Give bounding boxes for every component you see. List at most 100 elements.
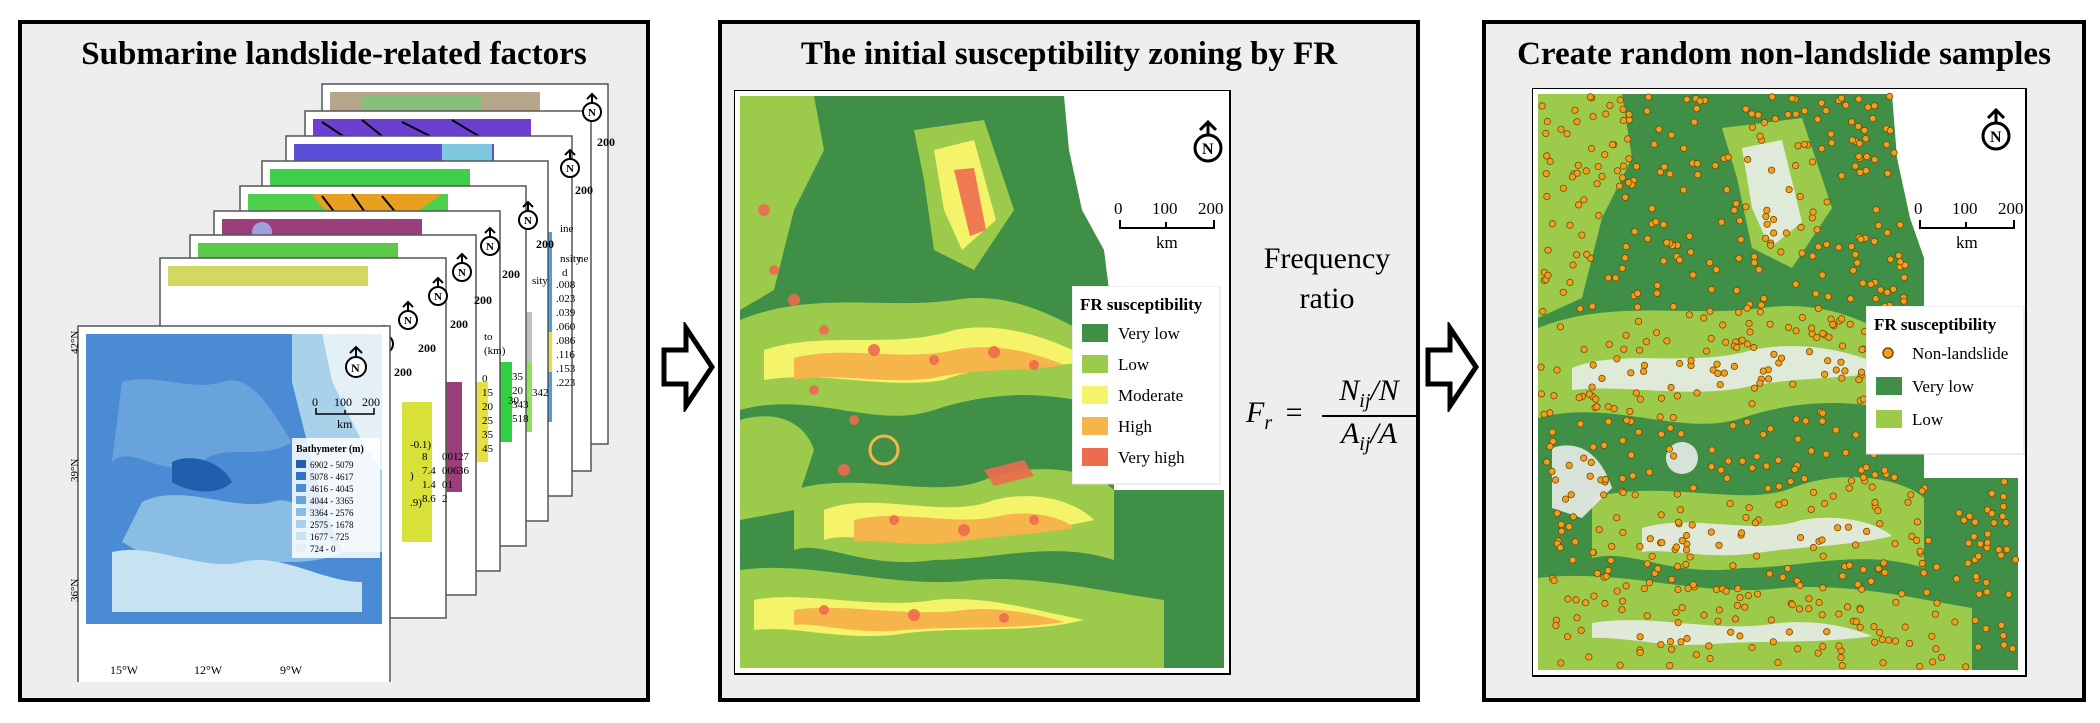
non-landslide-point: [1571, 538, 1579, 546]
scale-bar: 0 100 200 km: [1114, 199, 1224, 252]
front-bathymetry-map: 42°N 39°N 36°N 15°W 12°W 9°W N 0 100 200…: [69, 325, 391, 682]
stack-fragment: 518: [512, 413, 529, 425]
svg-text:N: N: [351, 361, 360, 375]
non-landslide-point: [1895, 252, 1903, 260]
non-landslide-point: [1586, 472, 1594, 480]
stack-scale-label: 200: [502, 267, 520, 281]
non-landslide-point: [1999, 512, 2007, 520]
non-landslide-point: [1822, 107, 1830, 115]
non-landslide-point: [1737, 235, 1745, 244]
non-landslide-point: [1672, 608, 1680, 617]
non-landslide-point: [1819, 409, 1827, 417]
non-landslide-point: [1824, 357, 1832, 365]
legend-label: Non-landslide: [1912, 344, 2008, 363]
non-landslide-point: [1632, 389, 1640, 397]
non-landslide-point: [1743, 418, 1751, 426]
non-landslide-point: [1796, 581, 1804, 590]
non-landslide-point: [1767, 616, 1775, 624]
legend-swatch: [296, 496, 306, 504]
svg-text:km: km: [1956, 233, 1978, 252]
non-landslide-point: [1594, 163, 1602, 171]
non-landslide-point: [1855, 152, 1863, 161]
non-landslide-point: [1713, 360, 1721, 368]
non-landslide-point: [1660, 163, 1668, 171]
legend-swatch: [296, 460, 306, 468]
non-landslide-point: [1672, 543, 1680, 551]
non-landslide-point: [1812, 290, 1820, 298]
panel-samples: Create random non-landslide samples N 0 …: [1482, 20, 2086, 702]
non-landslide-point: [1780, 498, 1789, 507]
non-landslide-point: [1601, 475, 1610, 483]
non-landslide-point: [1722, 338, 1730, 346]
non-landslide-point: [1685, 232, 1693, 240]
non-landslide-point: [1679, 186, 1688, 194]
non-landslide-point: [1714, 369, 1722, 377]
non-landslide-point: [2003, 545, 2011, 554]
non-landslide-point: [1742, 203, 1750, 211]
non-landslide-point: [1824, 293, 1832, 301]
non-landslide-point: [1644, 93, 1653, 101]
non-landslide-point: [1627, 369, 1635, 377]
stack-scale-label: 200: [394, 365, 412, 379]
non-landslide-point: [1820, 499, 1829, 508]
non-landslide-point: [1857, 235, 1865, 243]
non-landslide-point: [1621, 193, 1629, 201]
svg-text:100: 100: [334, 395, 352, 409]
non-landslide-point: [1736, 217, 1744, 225]
non-landslide-point: [1589, 548, 1597, 556]
non-landslide-point: [2011, 555, 2020, 564]
non-landslide-point: [1736, 593, 1744, 602]
non-landslide-point: [1604, 417, 1613, 426]
non-landslide-point: [1685, 311, 1693, 319]
non-landslide-point: [1837, 358, 1845, 366]
non-landslide-point: [1862, 167, 1870, 175]
non-landslide-point: [1543, 458, 1551, 466]
non-landslide-point: [1937, 653, 1946, 662]
formula-label-line1: Frequency: [1263, 242, 1391, 275]
non-landslide-point: [1784, 564, 1792, 573]
non-landslide-point: [1707, 528, 1715, 536]
legend-swatch: [296, 508, 306, 516]
non-landslide-point: [1634, 317, 1643, 325]
non-landslide-point: [1569, 261, 1577, 269]
non-landslide-point: [1748, 400, 1756, 408]
non-landslide-point: [1798, 249, 1806, 257]
non-landslide-point: [1678, 604, 1686, 612]
non-landslide-point: [1793, 645, 1802, 653]
non-landslide-point: [1607, 556, 1615, 564]
non-landslide-point: [1838, 172, 1846, 180]
samples-legend: FR susceptibility Non-landslide Very low L…: [1866, 306, 2025, 455]
non-landslide-point: [1928, 632, 1936, 640]
svg-text:N: N: [486, 241, 494, 253]
non-landslide-point: [1753, 452, 1761, 461]
non-landslide-point: [1669, 303, 1678, 311]
non-landslide-point: [1619, 488, 1627, 497]
non-landslide-point: [1760, 294, 1768, 302]
non-landslide-point: [1537, 363, 1545, 371]
non-landslide-point: [1687, 248, 1695, 256]
non-landslide-point: [1580, 345, 1588, 354]
non-landslide-point: [1870, 237, 1878, 245]
stack-fragment: 342: [532, 387, 549, 399]
non-landslide-point: [1883, 229, 1891, 237]
non-landslide-point: [1988, 489, 1996, 497]
non-landslide-point: [1889, 285, 1897, 293]
non-landslide-point: [1970, 533, 1978, 541]
non-landslide-point: [1586, 93, 1595, 101]
non-landslide-point: [1736, 632, 1744, 640]
non-landslide-point: [1814, 304, 1822, 312]
non-landslide-point: [1774, 658, 1782, 667]
non-landslide-point: [1657, 511, 1665, 519]
non-landslide-point: [1851, 541, 1860, 549]
non-landslide-point: [1837, 94, 1846, 102]
non-landslide-point: [1660, 257, 1668, 265]
non-landslide-point: [1667, 383, 1675, 392]
non-landslide-point: [1613, 587, 1621, 595]
non-landslide-point: [1656, 168, 1664, 176]
north-arrow-icon: N: [452, 252, 472, 282]
formula-equals: =: [1285, 396, 1303, 429]
non-landslide-point: [1723, 474, 1731, 482]
non-landslide-point: [1733, 286, 1741, 295]
non-landslide-point: [1871, 638, 1879, 646]
non-landslide-point: [1901, 623, 1909, 631]
